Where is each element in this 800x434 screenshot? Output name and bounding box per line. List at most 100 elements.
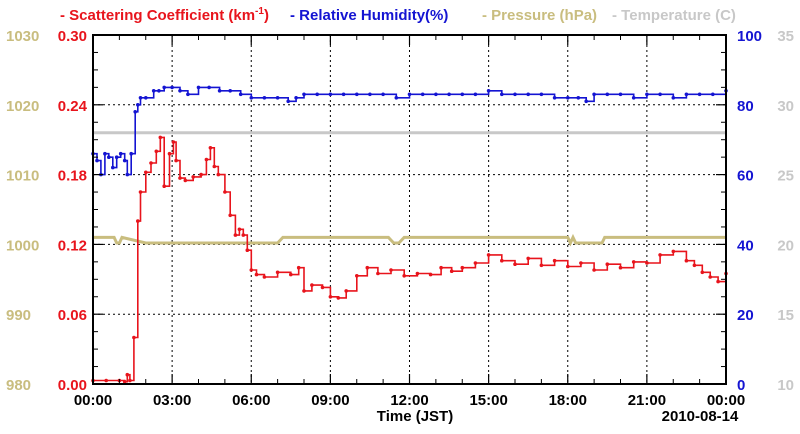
data-point <box>275 96 280 100</box>
data-point <box>216 172 221 177</box>
humidity-tick-label: 100 <box>737 28 762 45</box>
data-point <box>420 92 425 97</box>
data-point <box>136 103 140 107</box>
data-point <box>618 265 623 270</box>
date-label: 2010-08-14 <box>662 408 739 425</box>
data-point <box>539 263 544 268</box>
data-point <box>315 92 320 97</box>
data-point <box>631 96 636 100</box>
data-point <box>275 270 280 275</box>
temperature-tick-label: 10 <box>777 377 794 394</box>
temperature-tick-label: 20 <box>777 237 794 254</box>
data-point <box>344 289 349 293</box>
data-point <box>294 96 298 100</box>
data-point <box>125 172 130 177</box>
data-point <box>178 89 182 93</box>
data-point <box>208 146 213 150</box>
data-point <box>513 92 517 97</box>
data-point <box>631 260 636 264</box>
data-point <box>167 151 172 156</box>
x-tick-label: 00:00 <box>74 392 112 409</box>
scattering-tick-label: 0.06 <box>58 307 87 324</box>
data-point <box>286 99 291 104</box>
data-point <box>365 265 370 270</box>
data-point <box>199 172 203 177</box>
data-point <box>368 92 372 97</box>
data-point <box>552 96 557 100</box>
data-point <box>671 249 676 254</box>
data-point <box>394 96 399 100</box>
data-point <box>645 261 649 265</box>
legend-scattering: - Scattering Coefficient (km-1) <box>60 6 269 24</box>
data-point <box>566 264 570 269</box>
data-point <box>104 378 108 383</box>
data-point <box>122 158 127 163</box>
data-point <box>178 176 182 180</box>
data-point <box>170 85 174 90</box>
data-point <box>500 258 504 263</box>
data-point <box>245 248 250 252</box>
series-layer <box>91 85 728 384</box>
data-point <box>697 92 702 97</box>
pressure-tick-label: 1020 <box>6 98 39 115</box>
data-point <box>449 269 454 274</box>
pressure-tick-label: 1010 <box>6 168 39 185</box>
data-point <box>149 161 153 165</box>
data-point <box>684 92 689 97</box>
data-point <box>249 96 254 100</box>
data-point <box>381 92 385 97</box>
data-point <box>191 175 195 179</box>
data-point <box>716 279 720 284</box>
data-point <box>486 253 491 257</box>
data-point <box>486 89 491 93</box>
scattering-tick-label: 0.18 <box>58 168 87 185</box>
data-point <box>415 271 420 276</box>
data-point <box>95 158 99 163</box>
series-line <box>93 233 726 247</box>
scattering-tick-label: 0.12 <box>58 237 87 254</box>
data-point <box>238 92 243 97</box>
data-point <box>711 92 715 97</box>
data-point <box>157 89 161 93</box>
data-point <box>684 258 689 263</box>
data-point <box>158 135 163 140</box>
data-point <box>249 268 254 272</box>
scattering-tick-label: 0.30 <box>58 28 87 45</box>
data-point <box>576 96 581 100</box>
data-point <box>212 164 217 169</box>
data-point <box>129 151 133 156</box>
x-tick-label: 09:00 <box>311 392 349 409</box>
x-tick-label: 03:00 <box>153 392 191 409</box>
data-point <box>151 89 156 93</box>
data-point <box>241 233 246 237</box>
data-point <box>328 92 333 97</box>
data-point <box>355 274 359 278</box>
data-point <box>341 92 346 97</box>
legend-pressure: - Pressure (hPa) <box>482 7 597 24</box>
data-point <box>579 261 583 265</box>
data-point <box>402 274 407 278</box>
data-point <box>111 165 115 170</box>
data-point <box>144 170 148 175</box>
data-point <box>658 253 662 257</box>
x-axis-title: Time (JST) <box>377 408 453 425</box>
data-point <box>592 268 596 272</box>
data-point <box>138 96 143 100</box>
legend: - Scattering Coefficient (km-1) - Relati… <box>60 6 736 24</box>
data-point <box>262 275 267 279</box>
data-point <box>473 92 478 97</box>
humidity-tick-label: 0 <box>737 377 745 394</box>
humidity-tick-label: 40 <box>737 237 754 254</box>
x-tick-label: 15:00 <box>469 392 507 409</box>
data-point <box>217 89 222 93</box>
data-point <box>171 140 176 144</box>
axis-labels: 00:00 03:00 06:00 09:00 12:00 15:00 18:00 21:00… <box>6 28 794 409</box>
data-point <box>428 272 433 277</box>
data-point <box>144 96 148 100</box>
data-point <box>708 275 712 279</box>
data-point <box>114 155 119 159</box>
x-tick-label: 21:00 <box>628 392 666 409</box>
data-point <box>118 151 123 156</box>
data-point <box>136 219 140 223</box>
